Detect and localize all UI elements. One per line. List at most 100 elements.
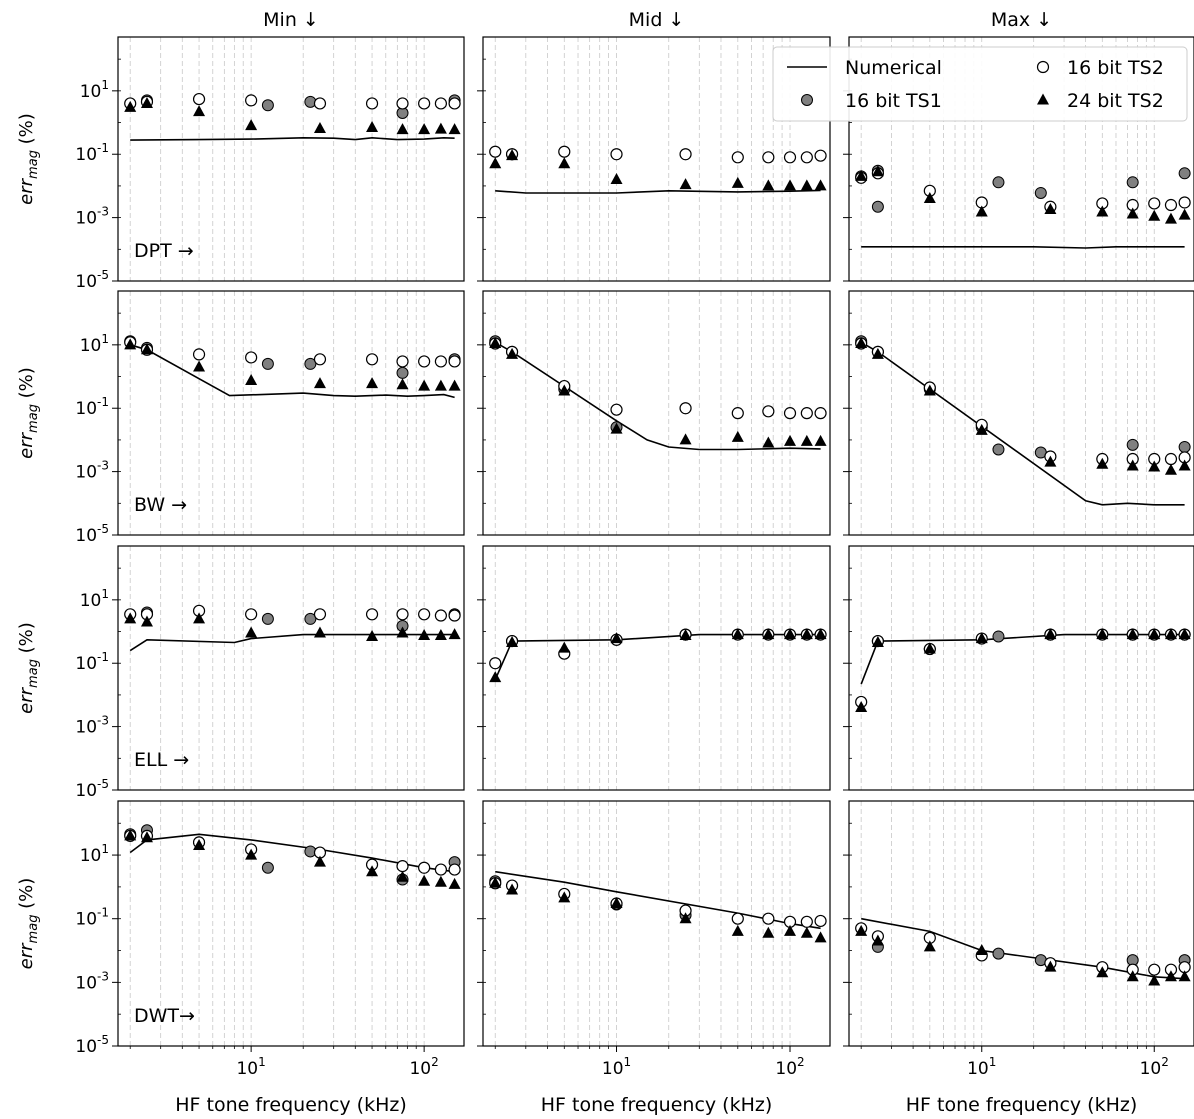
ts2-24bit-marker [366, 120, 379, 132]
ts2-24bit-marker [975, 423, 988, 435]
ts2-24bit-marker [1044, 203, 1057, 215]
ts2-24bit-marker [800, 179, 813, 191]
ts2-24bit-marker [245, 119, 258, 131]
ts2-16bit-marker [1178, 196, 1191, 209]
ts2-24bit-marker [923, 384, 936, 396]
ts2-16bit-marker [365, 97, 379, 110]
ts2-24bit-marker [871, 347, 884, 359]
numerical-line [860, 341, 1185, 506]
ts2-24bit-marker [140, 831, 153, 843]
ts2-24bit-marker [1164, 212, 1177, 224]
ts2-24bit-marker [731, 628, 744, 640]
panel-3-2 [855, 917, 1191, 986]
ts2-24bit-marker [366, 629, 379, 641]
panel-frame [117, 290, 465, 536]
ts2-24bit-marker [434, 379, 447, 391]
y-tick-label: 10-1 [75, 141, 109, 165]
ts2-24bit-marker [1178, 208, 1191, 220]
ts2-16bit-marker [1148, 963, 1161, 976]
row-label: BW → [134, 494, 187, 516]
ts2-24bit-marker [679, 628, 692, 640]
row-label: DPT → [134, 240, 194, 262]
legend-ts2-24-swatch [1037, 93, 1049, 105]
ts2-24bit-marker [975, 944, 988, 956]
ts2-24bit-marker [679, 433, 692, 445]
y-axis-label: errmag (%) [16, 622, 41, 714]
ts2-24bit-marker [245, 626, 258, 638]
ts2-24bit-marker [1148, 209, 1161, 221]
x-tick-label: 102 [409, 1055, 438, 1079]
ts2-24bit-marker [610, 172, 623, 184]
ts2-24bit-marker [418, 379, 431, 391]
ts2-24bit-marker [610, 422, 623, 434]
ts2-24bit-marker [313, 121, 326, 133]
ts2-16bit-marker [489, 657, 502, 670]
label-layer: 10-5 10-3 10-1 101 errmag (%) 10-5 10-3 10-1 101… [16, 9, 1188, 1116]
ts2-24bit-marker [418, 874, 431, 886]
y-tick-label: 10-5 [75, 522, 109, 546]
ts2-24bit-marker [313, 626, 326, 638]
ts2-24bit-marker [396, 626, 409, 638]
ts2-16bit-marker [192, 348, 206, 361]
panel-frame [848, 290, 1194, 536]
ts2-16bit-marker [448, 355, 461, 368]
numerical-line [129, 344, 455, 399]
ts2-24bit-marker [558, 157, 571, 169]
ts2-24bit-marker [245, 373, 258, 385]
ts2-16bit-marker [783, 151, 797, 164]
ts2-24bit-marker [1178, 970, 1191, 982]
y-tick-label: 101 [80, 587, 109, 611]
ts2-24bit-marker [140, 615, 153, 627]
ts2-24bit-marker [975, 632, 988, 644]
ts2-16bit-marker [731, 912, 744, 925]
panel-3-0 [124, 824, 461, 889]
grid-layer [129, 37, 1155, 1046]
ts2-24bit-marker [855, 924, 868, 936]
ts2-24bit-marker [1126, 970, 1139, 982]
ts1-16bit-marker [261, 612, 274, 625]
ts1-16bit-marker [304, 612, 317, 625]
y-tick-label: 10-5 [75, 268, 109, 292]
panel-1-0 [124, 335, 461, 399]
panel-1-1 [489, 335, 827, 451]
ts2-24bit-marker [124, 338, 137, 350]
ts2-16bit-marker [1148, 197, 1161, 210]
ts2-16bit-marker [245, 94, 258, 107]
ts1-16bit-marker [992, 443, 1005, 456]
ts2-16bit-marker [1164, 452, 1178, 466]
ts2-24bit-marker [1096, 628, 1109, 640]
ts2-24bit-marker [506, 636, 519, 648]
ts2-24bit-marker [855, 169, 868, 181]
numerical-line [494, 341, 821, 451]
ts2-16bit-marker [800, 151, 813, 164]
ts2-16bit-marker [679, 148, 692, 161]
ts1-16bit-marker [1126, 438, 1139, 451]
y-tick-label: 10-1 [75, 650, 109, 674]
ts2-24bit-marker [489, 671, 502, 683]
panel-frame [117, 36, 465, 282]
ts2-24bit-marker [366, 865, 379, 877]
panel-3-1 [489, 870, 827, 943]
ts2-16bit-marker [418, 97, 431, 110]
x-axis-label: HF tone frequency (kHz) [175, 1094, 407, 1116]
y-axis-label: errmag (%) [16, 878, 41, 970]
panel-frame [117, 545, 465, 791]
frame-layer [112, 36, 1194, 1052]
numerical-line [130, 136, 455, 141]
ts2-24bit-marker [396, 378, 409, 390]
ts2-24bit-marker [679, 178, 692, 190]
ts1-16bit-marker [1178, 440, 1191, 453]
ts2-24bit-marker [434, 122, 447, 134]
ts2-24bit-marker [784, 924, 797, 936]
ts2-16bit-marker [434, 609, 447, 622]
ts1-16bit-marker [261, 357, 274, 370]
ts1-16bit-marker [261, 99, 274, 112]
ts2-24bit-marker [489, 876, 502, 888]
ts2-24bit-marker [923, 642, 936, 654]
ts2-16bit-marker [245, 608, 258, 621]
ts2-24bit-marker [814, 628, 827, 640]
ts2-24bit-marker [1126, 628, 1139, 640]
ts2-24bit-marker [418, 628, 431, 640]
y-tick-label: 10-1 [75, 906, 109, 930]
